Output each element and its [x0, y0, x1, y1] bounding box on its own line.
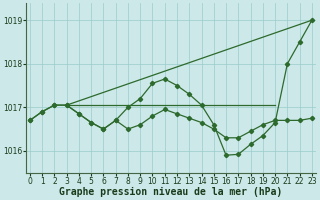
X-axis label: Graphe pression niveau de la mer (hPa): Graphe pression niveau de la mer (hPa) [59, 187, 283, 197]
